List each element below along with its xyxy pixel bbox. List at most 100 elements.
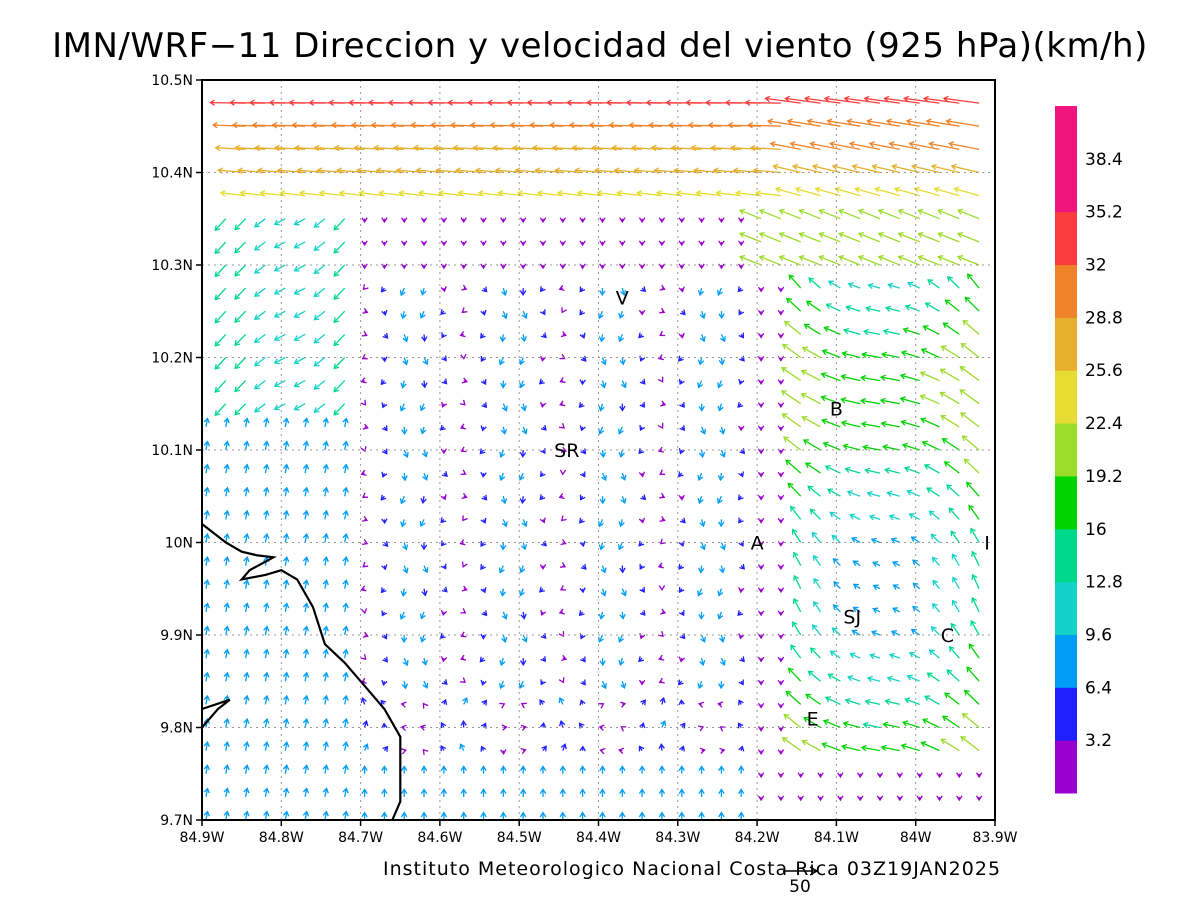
- wind-vector: [381, 425, 388, 432]
- wind-vector: [591, 144, 623, 152]
- wind-vector: [460, 217, 467, 224]
- wind-vector: [498, 565, 505, 574]
- wind-vector: [757, 772, 765, 779]
- wind-vector: [273, 144, 306, 152]
- wind-vector: [412, 144, 444, 152]
- wind-vector: [800, 392, 821, 405]
- colorbar-segment: [1055, 106, 1077, 160]
- wind-vector: [480, 788, 487, 797]
- wind-vector: [971, 596, 980, 613]
- wind-vector: [214, 264, 227, 278]
- wind-vector: [866, 118, 900, 127]
- wind-vector: [738, 699, 744, 706]
- wind-vector: [360, 696, 367, 705]
- wind-vector: [539, 765, 547, 774]
- wind-vector: [738, 240, 745, 247]
- wind-vector: [807, 485, 821, 497]
- wind-vector: [825, 303, 841, 312]
- wind-vector: [263, 463, 270, 474]
- wind-vector: [930, 533, 940, 543]
- y-tick-label: 10.4N: [151, 166, 193, 182]
- wind-vector: [824, 696, 841, 705]
- wind-vector: [936, 772, 943, 779]
- wind-vector: [670, 144, 702, 152]
- wind-vector: [273, 218, 286, 226]
- coastline: [201, 523, 402, 821]
- wind-vector: [630, 144, 662, 152]
- wind-vector: [638, 332, 645, 339]
- wind-vector: [737, 494, 744, 501]
- wind-vector: [899, 396, 920, 405]
- wind-vector: [657, 376, 664, 383]
- wind-vector: [580, 679, 586, 686]
- wind-vector: [223, 810, 230, 821]
- wind-vector: [279, 190, 306, 197]
- wind-vector: [501, 611, 508, 620]
- wind-vector: [380, 699, 387, 706]
- wind-vector: [273, 287, 286, 295]
- wind-vector: [322, 810, 329, 821]
- wind-vector: [531, 144, 563, 152]
- wind-vector: [353, 144, 385, 152]
- wind-vector: [313, 333, 326, 344]
- wind-vector: [778, 208, 801, 220]
- wind-vector: [293, 144, 325, 152]
- wind-vector: [499, 657, 506, 667]
- wind-vector: [243, 787, 250, 798]
- wind-vector: [777, 425, 785, 432]
- wind-vector: [658, 677, 665, 684]
- colorbar-label: 3.2: [1085, 731, 1112, 751]
- wind-vector: [480, 355, 487, 363]
- wind-vector: [617, 542, 624, 551]
- wind-vector: [690, 144, 722, 152]
- wind-vector: [678, 656, 686, 663]
- wind-vector: [559, 469, 567, 476]
- wind-vector: [381, 309, 388, 316]
- wind-vector: [333, 218, 346, 231]
- wind-vector: [313, 403, 326, 413]
- wind-vector: [660, 400, 667, 407]
- wind-vector: [660, 720, 667, 728]
- wind-vector: [805, 693, 821, 705]
- wind-vector: [558, 697, 565, 705]
- wind-vector: [640, 286, 647, 293]
- wind-vector: [282, 648, 290, 659]
- wind-vector: [658, 765, 666, 774]
- wind-vector: [243, 717, 250, 728]
- wind-vector: [598, 403, 605, 412]
- wind-vector: [333, 333, 346, 347]
- wind-vector: [318, 190, 345, 197]
- wind-vector: [800, 369, 821, 382]
- wind-vector: [777, 494, 785, 501]
- wind-vector: [788, 274, 802, 289]
- colorbar-label: 32: [1085, 256, 1107, 276]
- wind-vector: [887, 282, 900, 289]
- wind-vector: [809, 647, 821, 659]
- wind-vector: [699, 310, 706, 320]
- wind-vector: [381, 633, 388, 640]
- wind-vector: [282, 556, 290, 566]
- wind-vector: [757, 587, 765, 594]
- wind-vector: [840, 420, 861, 428]
- wind-vector: [903, 466, 920, 474]
- wind-vector: [481, 402, 488, 409]
- wind-vector: [360, 399, 367, 406]
- wind-vector: [851, 537, 861, 544]
- wind-vector: [539, 494, 546, 501]
- wind-vector: [737, 610, 744, 616]
- wind-vector: [263, 717, 270, 728]
- wind-vector: [588, 122, 623, 129]
- wind-vector: [908, 141, 940, 151]
- wind-vector: [580, 656, 586, 663]
- wind-vector: [214, 218, 227, 232]
- wind-vector: [223, 486, 230, 497]
- wind-vector: [313, 356, 326, 367]
- wind-vector: [719, 726, 726, 732]
- wind-vector: [678, 788, 685, 797]
- wind-vector: [719, 426, 726, 435]
- wind-vector: [948, 141, 980, 151]
- wind-vector: [860, 744, 881, 752]
- wind-vector: [880, 420, 900, 428]
- wind-vector: [580, 563, 587, 570]
- wind-vector: [419, 519, 426, 527]
